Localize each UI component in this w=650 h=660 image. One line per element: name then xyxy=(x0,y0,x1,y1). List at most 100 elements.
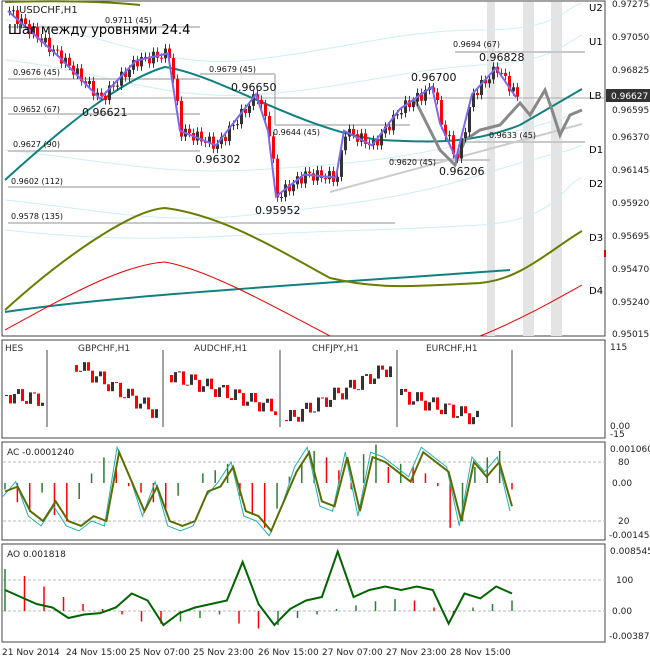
ac-tick: 0.00 xyxy=(612,479,632,489)
candle-body xyxy=(284,184,287,198)
ao-tick: 100 xyxy=(616,576,633,586)
candle-body xyxy=(24,18,27,25)
subchart-candle xyxy=(349,379,352,388)
candle-body xyxy=(104,95,107,101)
time-tick: 27 Nov 23:00 xyxy=(386,648,447,658)
subchart-candle xyxy=(79,370,82,372)
subchart-candle xyxy=(385,369,388,378)
candle-body xyxy=(376,139,379,146)
ao-histogram xyxy=(4,569,513,629)
candle-body xyxy=(340,150,343,177)
candle-body xyxy=(64,57,67,64)
pivot-label: 0.96650 xyxy=(231,81,277,94)
subchart-candle xyxy=(127,388,130,399)
subchart-candle xyxy=(41,402,44,406)
zone-label-u1: U1 xyxy=(589,37,603,48)
candle-body xyxy=(404,100,407,114)
level-label: 0.9679 (45) xyxy=(209,65,256,74)
subchart-candle xyxy=(309,402,312,413)
ma-red xyxy=(4,261,583,337)
subchart-candle xyxy=(353,379,356,390)
subchart-candle xyxy=(170,375,173,383)
subchart-candle xyxy=(472,417,475,425)
price-tick: 0.95470 xyxy=(612,265,649,275)
candle-body xyxy=(136,60,139,67)
subchart-candle xyxy=(285,420,288,422)
level-label: 0.9578 (135) xyxy=(11,212,63,221)
subchart-candle xyxy=(246,401,249,406)
level-label: 0.9644 (45) xyxy=(273,128,320,137)
subchart-candle xyxy=(210,378,213,390)
candle-body xyxy=(60,50,63,64)
subchart-candle xyxy=(341,393,344,400)
trend-line xyxy=(329,123,583,193)
subchart-candle xyxy=(444,403,447,415)
subchart-candle xyxy=(361,375,364,390)
candle-body xyxy=(420,92,423,101)
subchart-candle xyxy=(155,409,158,418)
candle-body xyxy=(220,136,223,145)
ma-teal xyxy=(4,65,583,181)
subchart-candle xyxy=(83,362,86,371)
subchart-candle xyxy=(143,397,146,404)
subchart-candle xyxy=(107,384,110,392)
subchart-candle xyxy=(305,402,308,409)
price-tick: 0.96595 xyxy=(612,106,649,116)
candle-body xyxy=(80,68,83,82)
candle-body xyxy=(172,57,175,79)
ao-tick: 0.008545 xyxy=(610,547,650,557)
subchart-candle xyxy=(95,376,98,383)
candle-body xyxy=(468,106,471,133)
candle-body xyxy=(396,114,399,116)
subchart-candle xyxy=(416,392,419,402)
subchart-candle xyxy=(190,374,193,385)
subchart-candle xyxy=(337,387,340,394)
candle-body xyxy=(516,87,519,97)
subchart-candle xyxy=(202,386,205,392)
subchart-candle xyxy=(13,393,16,404)
subchart-candle xyxy=(222,384,225,388)
time-tick: 27 Nov 07:00 xyxy=(322,648,383,658)
subchart-candle xyxy=(377,365,380,379)
candle-body xyxy=(448,135,451,137)
subchart-candle xyxy=(460,406,463,417)
time-shade xyxy=(551,2,562,336)
ac-tick: 0.001060 xyxy=(610,445,650,455)
candle-body xyxy=(388,126,391,131)
candle-body xyxy=(128,69,131,78)
forecast-line xyxy=(413,86,583,168)
candle-body xyxy=(472,92,475,107)
candle-body xyxy=(100,92,103,96)
candle-body xyxy=(16,10,19,25)
subchart-candle xyxy=(400,388,403,395)
subcharts-candles xyxy=(5,362,479,425)
time-tick: 26 Nov 15:00 xyxy=(258,648,319,658)
ac-panel[interactable] xyxy=(1,441,606,541)
subchart-candle xyxy=(9,395,12,404)
subchart-candle xyxy=(448,403,451,405)
candle-body xyxy=(336,176,339,182)
ac-tick: -0.001458 xyxy=(609,531,650,541)
subchart-candle xyxy=(464,406,467,414)
subchart-candle xyxy=(424,400,427,411)
time-shade xyxy=(487,2,495,336)
subchart-title: HES xyxy=(5,344,23,354)
zone-label-lb: LB xyxy=(589,91,602,102)
subchart-candle xyxy=(250,392,253,402)
level-label: 0.9676 (45) xyxy=(13,68,60,77)
subchart-candle xyxy=(178,371,181,373)
subchart-candle xyxy=(412,401,415,405)
subchart-candle xyxy=(258,402,261,412)
ma-olive xyxy=(4,206,583,311)
candle-body xyxy=(20,18,23,25)
level-label: 0.9633 (45) xyxy=(489,131,536,140)
pivot-label: 0.95952 xyxy=(255,204,301,217)
ao-panel[interactable] xyxy=(1,543,606,643)
candle-body xyxy=(236,124,239,126)
subchart-candle xyxy=(317,397,320,412)
subchart-candle xyxy=(452,404,455,418)
subcharts-panel[interactable] xyxy=(1,339,606,439)
ao-label: AO 0.001818 xyxy=(7,550,66,560)
candle-body xyxy=(380,133,383,146)
zone-label-u2: U2 xyxy=(589,3,603,14)
